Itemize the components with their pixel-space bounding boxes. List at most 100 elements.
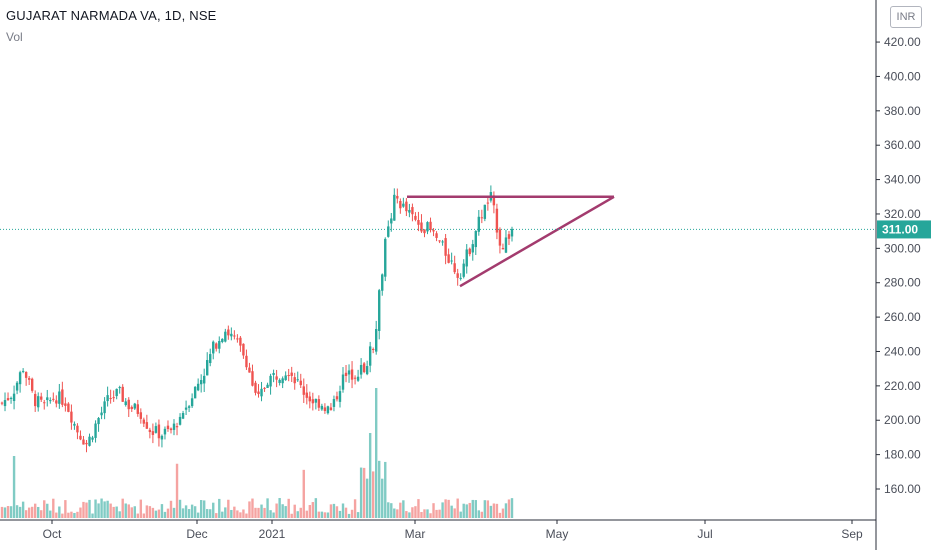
volume-bar: [359, 467, 363, 518]
candle-body: [33, 393, 37, 407]
candle-body: [420, 222, 423, 232]
volume-bar: [375, 388, 378, 518]
candle-body: [486, 202, 490, 204]
volume-bar: [30, 506, 34, 518]
candle-body: [326, 406, 330, 414]
volume-bar: [0, 506, 4, 518]
time-axis[interactable]: Oct Dec 2021 Mar May Jul Sep: [43, 520, 863, 541]
candle-body: [233, 335, 236, 337]
support-trendline: [459, 195, 615, 288]
volume-bar: [311, 502, 315, 518]
candle-body: [190, 398, 194, 407]
candle-body: [299, 380, 302, 386]
candle-body: [3, 400, 7, 407]
candle-body: [73, 423, 76, 426]
candle-body: [323, 407, 327, 411]
volume-bar: [15, 505, 19, 518]
volume-bar: [426, 509, 429, 518]
candle-body: [67, 403, 70, 412]
candle-body: [46, 397, 49, 401]
volume-bar: [353, 499, 357, 518]
candle-body: [49, 400, 52, 402]
volume-bar: [290, 513, 293, 518]
volume-bar: [3, 507, 7, 518]
candle-body: [55, 400, 58, 404]
volume-bar: [33, 503, 37, 518]
candle-body: [381, 274, 384, 291]
volume-bar: [447, 499, 450, 518]
time-tick-label: Dec: [186, 527, 207, 541]
candle-body: [154, 426, 158, 433]
candle-body: [329, 407, 333, 411]
volume-bar: [263, 507, 266, 518]
candle-body: [169, 428, 173, 431]
volume-bar: [151, 507, 155, 518]
candle-body: [435, 233, 438, 238]
volume-bar: [390, 503, 393, 518]
volume-bar: [489, 505, 493, 518]
candle-body: [492, 195, 496, 206]
candle-body: [94, 423, 97, 438]
price-tick-label: 160.00: [884, 482, 921, 496]
volume-bar: [61, 513, 64, 518]
volume-bar: [326, 512, 330, 518]
candle-body: [251, 371, 254, 386]
candle-body: [501, 247, 505, 250]
candle-body: [411, 207, 414, 215]
candle-body: [58, 391, 61, 404]
volume-bar: [456, 498, 459, 518]
volume-bar: [127, 504, 130, 518]
volume-bar: [323, 512, 327, 518]
candle-body: [230, 333, 233, 337]
volume-bar: [178, 499, 182, 518]
volume-bar: [405, 511, 408, 518]
volume-bar: [272, 512, 275, 518]
candle-body: [166, 425, 170, 429]
candle-body: [399, 200, 402, 209]
trendlines[interactable]: [0, 195, 876, 288]
volume-bar: [429, 513, 432, 518]
volume-bar: [314, 498, 318, 518]
candle-body: [115, 388, 118, 397]
candle-body: [196, 383, 200, 391]
volume-bar: [287, 498, 290, 518]
currency-badge[interactable]: INR: [890, 6, 922, 28]
volume-bar: [76, 511, 79, 518]
candle-body: [426, 222, 429, 232]
candle-body: [37, 396, 40, 408]
price-tick-label: 180.00: [884, 448, 921, 462]
candle-body: [510, 228, 514, 237]
volume-bar: [417, 499, 420, 518]
price-axis[interactable]: 160.00 180.00 200.00 220.00 240.00 260.00 280.…: [875, 0, 931, 550]
candle-body: [314, 398, 318, 403]
volume-bar: [371, 471, 375, 518]
volume-bar: [501, 508, 505, 518]
volume-bar: [435, 509, 438, 518]
volume-bar: [329, 504, 333, 518]
volume-bar: [227, 499, 230, 518]
candle-body: [356, 376, 360, 381]
candle-body: [12, 393, 16, 401]
volume-bar: [163, 511, 167, 518]
volume-bar: [175, 463, 179, 518]
candle-body: [145, 422, 149, 429]
volume-bar: [432, 503, 435, 518]
volume-bar: [381, 478, 384, 518]
volume-bar: [82, 501, 85, 518]
candle-body: [390, 218, 393, 224]
volume-bar: [302, 469, 305, 518]
candle-body: [266, 384, 269, 388]
volume-bar: [257, 507, 260, 518]
volume-bar: [350, 509, 354, 518]
candle-body: [157, 424, 161, 439]
price-tick-label: 420.00: [884, 35, 921, 49]
candle-body: [441, 241, 444, 243]
candle-body: [254, 382, 257, 393]
candle-body: [332, 399, 336, 407]
candle-body: [468, 248, 471, 255]
time-tick-label: Sep: [841, 527, 863, 541]
candle-body: [202, 375, 206, 384]
volume-bar: [242, 509, 245, 518]
